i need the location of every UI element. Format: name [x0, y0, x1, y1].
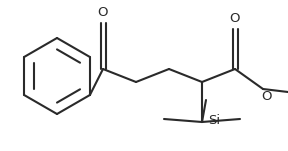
Text: Si: Si [208, 114, 220, 127]
Text: O: O [261, 90, 271, 103]
Text: O: O [230, 13, 240, 26]
Text: O: O [98, 6, 108, 19]
